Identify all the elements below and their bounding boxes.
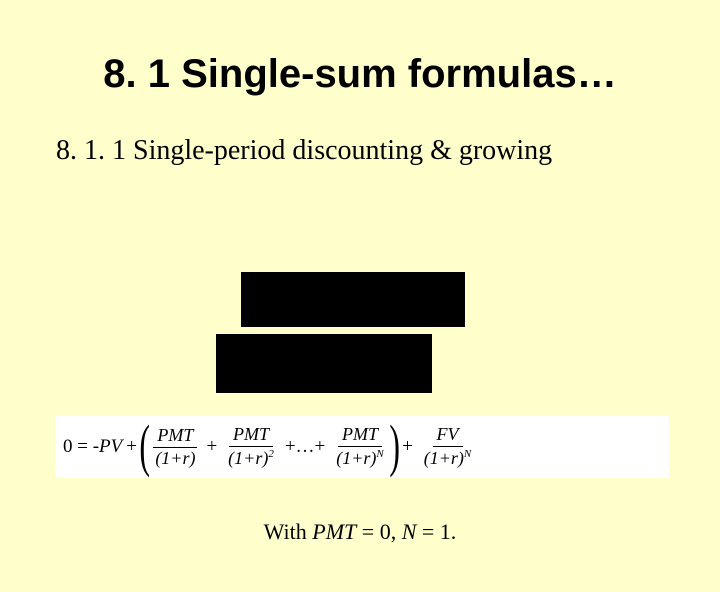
dots: +…+ [285, 436, 325, 458]
denominator-n: (1+r)N [332, 447, 387, 469]
plus-1: + [126, 436, 137, 458]
numerator-fv: FV [433, 425, 463, 447]
numerator-pmt-1: PMT [153, 426, 197, 448]
formula-caption: With PMT = 0, N = 1. [0, 519, 720, 545]
denominator-1: (1+r) [151, 448, 199, 469]
pv-term: PV [99, 436, 122, 458]
caption-suffix: = 1. [416, 519, 456, 544]
lhs-zero: 0 [63, 436, 73, 457]
equals-sign: = [77, 436, 92, 457]
plus-3: + [402, 436, 413, 458]
caption-n: N [402, 519, 417, 544]
numerator-pmt-2: PMT [229, 425, 273, 447]
denominator-2: (1+r)2 [224, 447, 278, 469]
pmt-term-n: PMT (1+r)N [332, 425, 387, 469]
redacted-block-1 [241, 272, 465, 327]
slide-subtitle: 8. 1. 1 Single-period discounting & grow… [56, 135, 720, 167]
caption-pmt: PMT [312, 519, 356, 544]
cashflow-equation: 0 = - PV + ( PMT (1+r) + PMT (1+r)2 +…+ … [63, 425, 478, 469]
slide-title: 8. 1 Single-sum formulas… [0, 52, 720, 97]
pmt-term-2: PMT (1+r)2 [224, 425, 278, 469]
redacted-block-2 [216, 334, 432, 393]
caption-prefix: With [264, 519, 313, 544]
numerator-pmt-n: PMT [338, 425, 382, 447]
caption-mid: = 0, [356, 519, 401, 544]
formula-container: 0 = - PV + ( PMT (1+r) + PMT (1+r)2 +…+ … [55, 416, 669, 478]
plus-2: + [206, 436, 217, 458]
fv-term: FV (1+r)N [420, 425, 475, 469]
denominator-fv: (1+r)N [420, 447, 475, 469]
pmt-term-1: PMT (1+r) [151, 426, 199, 469]
